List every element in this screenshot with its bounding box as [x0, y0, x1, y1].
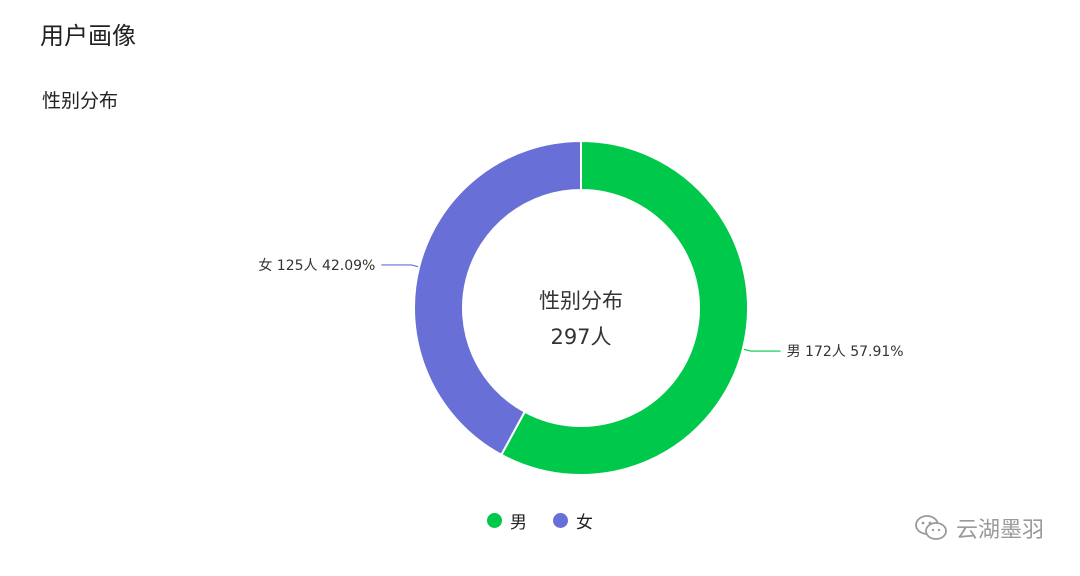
leader-line-male: [743, 348, 781, 352]
donut-center-value: 297人: [550, 325, 611, 349]
watermark: 云湖墨羽: [914, 512, 1044, 544]
chart-legend: 男 女: [0, 508, 1080, 533]
slice-label-female: 女 125人 42.09%: [258, 257, 375, 274]
legend-label-male: 男: [510, 513, 527, 533]
legend-item-male[interactable]: 男: [487, 508, 527, 533]
slice-label-male: 男 172人 57.91%: [787, 344, 904, 360]
donut-slice-female[interactable]: [413, 139, 582, 457]
donut-slice-male[interactable]: [499, 139, 749, 476]
legend-label-female: 女: [576, 513, 593, 533]
section-title: 性别分布: [42, 90, 119, 112]
leader-line-female: [381, 264, 419, 268]
watermark-text: 云湖墨羽: [955, 518, 1044, 543]
donut-center-title: 性别分布: [539, 289, 623, 313]
legend-dot-female: [553, 513, 568, 528]
wechat-icon: [915, 515, 947, 540]
legend-item-female[interactable]: 女: [553, 508, 593, 533]
legend-dot-male: [487, 513, 502, 528]
page-title: 用户画像: [40, 22, 136, 50]
